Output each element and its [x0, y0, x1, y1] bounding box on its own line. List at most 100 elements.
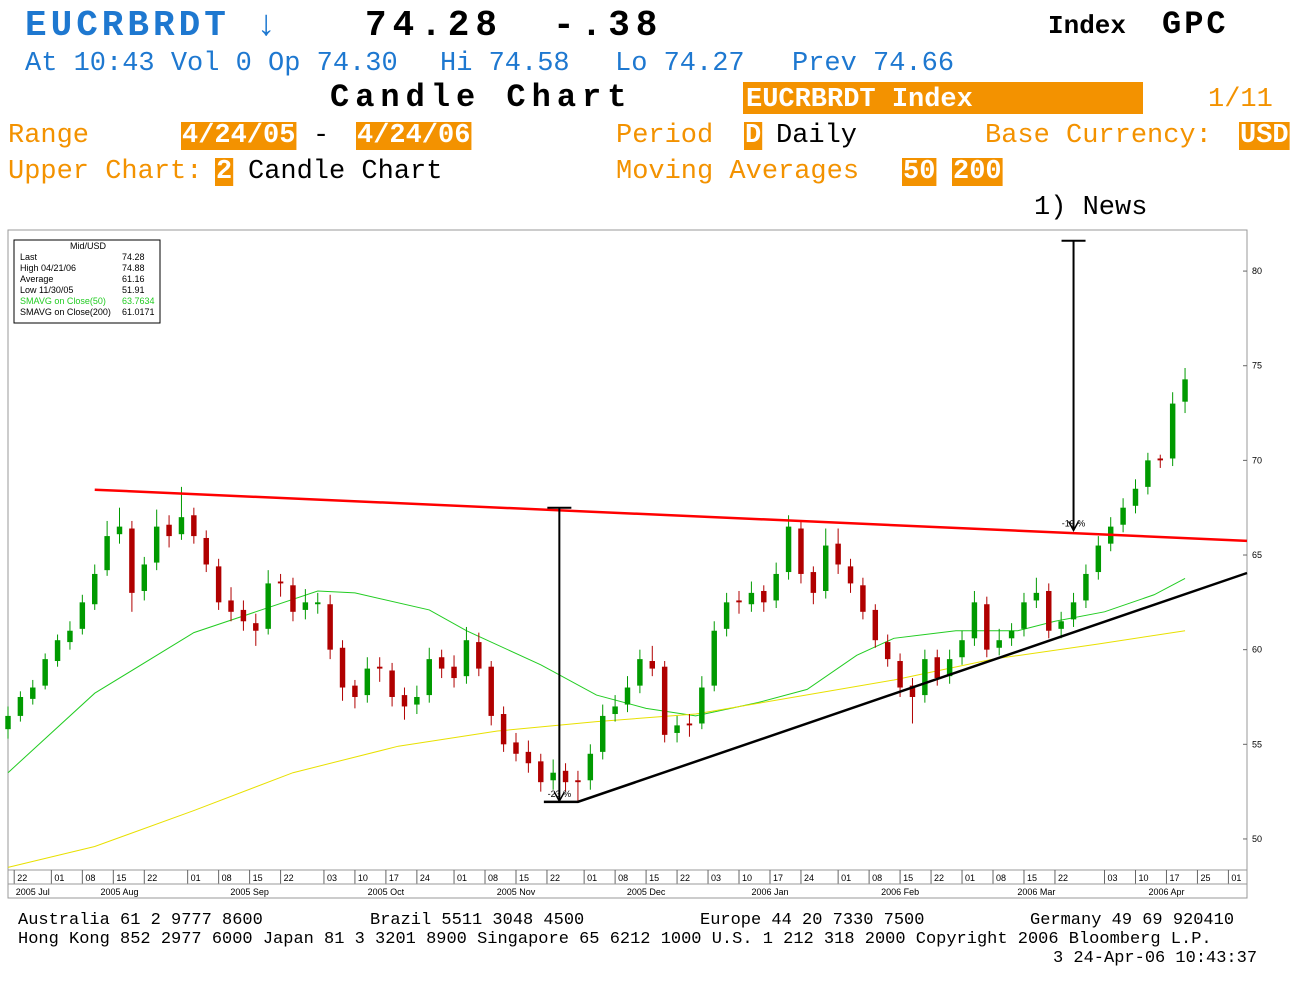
candle-body [637, 659, 643, 686]
candle-body [54, 640, 61, 662]
plot-frame [7, 229, 1248, 871]
month-label: 2005 Nov [497, 887, 536, 897]
candle-body [104, 536, 110, 571]
chart-title: Candle Chart [330, 79, 632, 116]
candle-body [141, 564, 148, 591]
info-box: Mid/USD Last 74.28 High 04/21/06 74.88 Averag… [13, 239, 161, 324]
candle-body [959, 640, 965, 658]
footer-text: Brazil 5511 3048 4500 [370, 911, 584, 930]
x-tick-label: 22 [147, 873, 157, 883]
currency[interactable]: USD [1240, 121, 1289, 151]
upper-chart: Candle Chart [248, 157, 442, 187]
candle-body [476, 642, 482, 669]
quote: Hi 74.58 [440, 49, 570, 79]
candle-body [451, 666, 457, 679]
candle-body [376, 666, 383, 669]
candle-body [290, 585, 296, 612]
candle-body [178, 517, 185, 535]
y-tick-label: 55 [1252, 739, 1262, 749]
x-tick-label: 24 [804, 873, 814, 883]
candle-body [835, 543, 841, 565]
y-tick-label: 75 [1252, 361, 1262, 371]
candle-body [785, 526, 792, 573]
upper-code[interactable]: 2 [216, 157, 232, 187]
ma-period[interactable]: 50 [903, 157, 935, 187]
quote: At 10:43 Vol 0 Op 74.30 [25, 49, 398, 79]
field-box [744, 122, 763, 150]
y-tick-label: 80 [1252, 266, 1262, 276]
candle-body [538, 761, 544, 783]
index-label: Index [1048, 11, 1126, 41]
x-tick-label: 15 [253, 873, 263, 883]
legend-label: SMAVG on Close(50) [20, 296, 106, 306]
x-tick-label: 08 [488, 873, 498, 883]
x-tick-label: 15 [649, 873, 659, 883]
x-tick-label: 08 [85, 873, 95, 883]
candle-body [203, 537, 209, 565]
period-code[interactable]: D [745, 121, 761, 151]
info-label: High 04/21/06 [20, 263, 76, 273]
candle-body [847, 566, 854, 584]
range-start[interactable]: 4/24/05 [182, 121, 295, 151]
x-tick-label: 01 [587, 873, 597, 883]
candle-body [971, 602, 978, 639]
candle-body [798, 528, 804, 574]
x-tick-label: 10 [742, 873, 752, 883]
x-tick-label: 01 [965, 873, 975, 883]
news[interactable]: 1) News [1034, 193, 1147, 223]
x-tick-label: 22 [550, 873, 560, 883]
candle-body [711, 630, 717, 686]
candle-body [277, 581, 284, 584]
candle-body [575, 780, 581, 783]
arrow-head [553, 791, 566, 803]
candle-body [587, 753, 594, 781]
candle-body [562, 770, 569, 783]
month-label: 2006 Mar [1017, 887, 1055, 897]
source: GPC [1162, 6, 1229, 43]
candle-body [500, 714, 507, 745]
candle-body [1120, 507, 1126, 525]
candle-body [748, 592, 755, 605]
field-box [181, 122, 297, 150]
candle-body [661, 666, 668, 735]
x-tick-label: 08 [872, 873, 882, 883]
x-tick-label: 22 [284, 873, 294, 883]
info-label: Average [20, 274, 53, 284]
x-tick-label: 15 [1027, 873, 1037, 883]
candle-body [92, 573, 98, 605]
month-label: 2005 Dec [627, 887, 666, 897]
candle-body [1182, 379, 1188, 402]
x-tick-label: 03 [1108, 873, 1118, 883]
candle-body [253, 623, 259, 631]
candle-body [909, 685, 916, 697]
candle-body [1083, 573, 1089, 601]
arrow-label: -19.% [1062, 518, 1086, 528]
arrow-head [1067, 521, 1080, 532]
range-end[interactable]: 4/24/06 [357, 121, 470, 151]
candle-body [897, 661, 903, 688]
page-number: 1/11 [1208, 85, 1273, 115]
x-tick-label: 10 [358, 873, 368, 883]
candle-body [1132, 488, 1139, 506]
range-sep: - [313, 121, 329, 151]
candle-body [17, 696, 24, 716]
candle-body [228, 600, 234, 612]
candle-body [30, 687, 36, 699]
quote: Prev 74.66 [792, 49, 954, 79]
ma-label: Moving Averages [616, 157, 859, 187]
x-tick-label: 17 [1169, 873, 1179, 883]
x-tick-label: 22 [17, 873, 27, 883]
trend-line [94, 488, 1248, 543]
candle-body [1008, 630, 1015, 639]
ma-period[interactable]: 200 [953, 157, 1002, 187]
field-box [356, 122, 472, 150]
candle-body [327, 604, 333, 650]
x-tick-label: 22 [1058, 873, 1068, 883]
x-tick-label: 03 [327, 873, 337, 883]
x-tick-label: 25 [1200, 873, 1210, 883]
candle-body [773, 573, 779, 601]
x-tick-label: 17 [773, 873, 783, 883]
legend-value: 61.0171 [122, 307, 155, 317]
info-title: Mid/USD [70, 241, 107, 251]
